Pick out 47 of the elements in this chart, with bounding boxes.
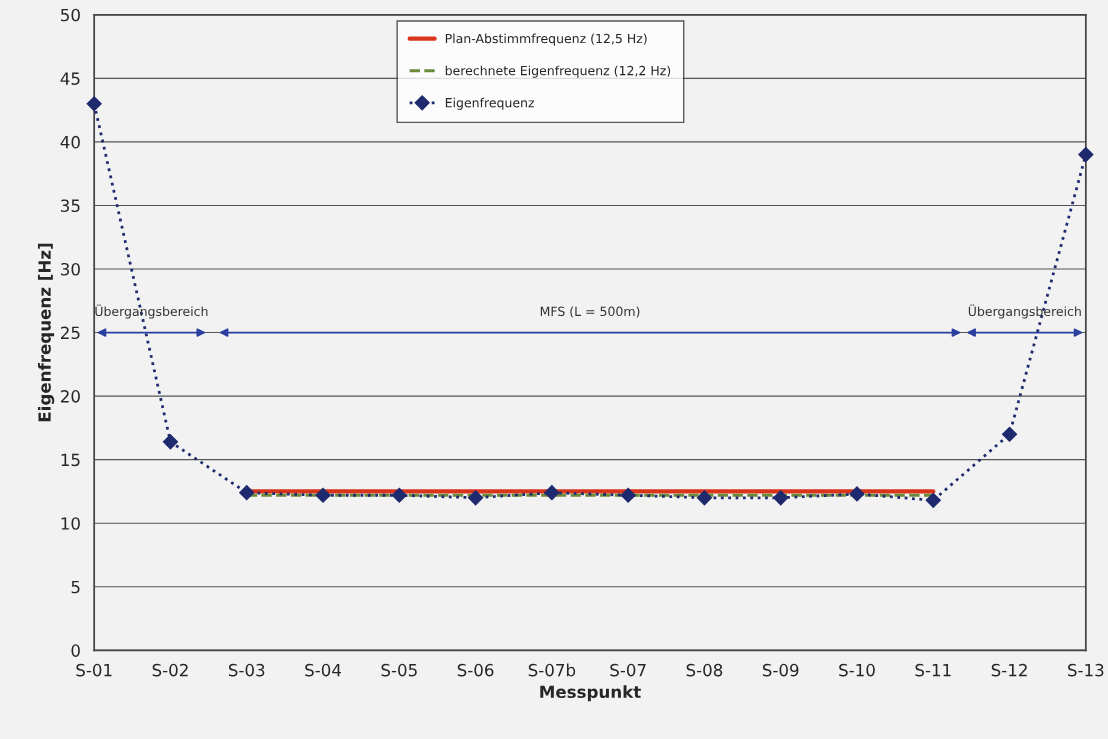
- x-tick-label: S-12: [991, 663, 1027, 677]
- point: [315, 487, 331, 503]
- x-tick-label: S-01: [76, 663, 112, 677]
- legend-label: Eigenfrequenz: [445, 97, 535, 110]
- x-tick-label: S-06: [457, 663, 494, 677]
- x-tick-label: S-09: [762, 663, 799, 677]
- point: [925, 492, 941, 508]
- y-axis-title: Eigenfrequenz [Hz]: [37, 243, 55, 422]
- point: [468, 490, 484, 506]
- x-axis-title: Messpunkt: [540, 685, 641, 702]
- x-tick-label: S-07b: [528, 663, 576, 677]
- x-tick-label: S-03: [228, 663, 265, 677]
- y-tick-label: 50: [61, 8, 80, 22]
- x-tick-label: S-11: [915, 663, 951, 677]
- x-tick-label: S-04: [305, 663, 341, 677]
- annotation: Übergangsbereich: [968, 304, 1081, 319]
- legend-label: berechnete Eigenfrequenz (12,2 Hz): [445, 65, 671, 78]
- y-tick-label: 30: [61, 262, 80, 276]
- y-tick-label: 35: [61, 199, 80, 213]
- x-tick-label: S-05: [381, 663, 417, 677]
- x-tick-label: S-08: [686, 663, 723, 677]
- x-tick-label: S-13: [1068, 663, 1104, 677]
- x-tick-label: S-10: [839, 663, 875, 677]
- point: [773, 490, 789, 506]
- annotation: MFS (L = 500m): [540, 306, 640, 318]
- point: [162, 434, 179, 450]
- point: [544, 485, 560, 501]
- x-tick-label: S-07: [610, 663, 646, 677]
- point: [1078, 147, 1094, 163]
- point: [86, 96, 102, 112]
- point: [1001, 426, 1018, 442]
- y-tick-label: 20: [61, 390, 80, 403]
- point: [391, 487, 407, 503]
- y-tick-label: 15: [61, 453, 80, 467]
- y-tick-label: 10: [61, 517, 80, 530]
- y-tick-label: 5: [71, 580, 80, 594]
- y-tick-label: 0: [71, 644, 80, 657]
- x-tick-label: S-02: [152, 663, 188, 677]
- y-tick-label: 25: [61, 326, 80, 340]
- legend-label: Plan-Abstimmfrequenz (12,5 Hz): [445, 33, 647, 46]
- point: [849, 486, 865, 502]
- y-tick-label: 45: [60, 72, 80, 85]
- point: [239, 485, 255, 501]
- point: [696, 490, 713, 506]
- annotation: Übergangsbereich: [95, 304, 208, 319]
- y-tick-label: 40: [60, 135, 80, 149]
- point: [620, 487, 636, 503]
